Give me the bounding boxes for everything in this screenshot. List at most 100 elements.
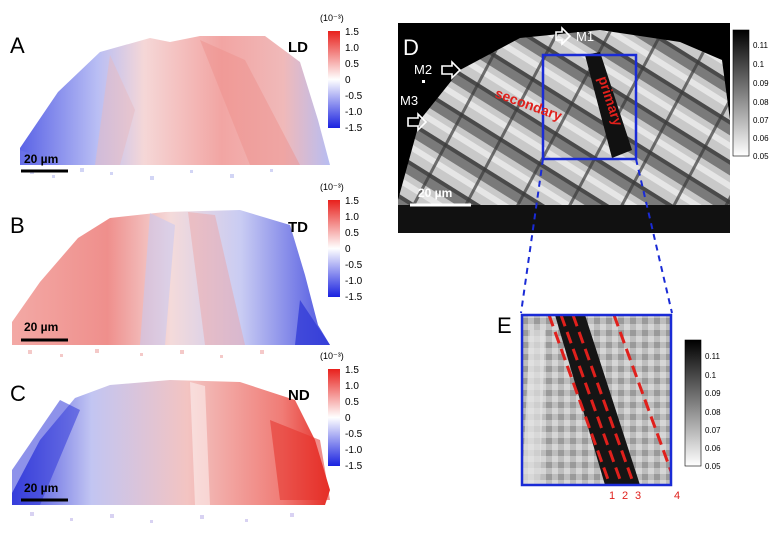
colorbar-gradient bbox=[328, 369, 340, 466]
map-texture bbox=[200, 40, 300, 165]
slip-line-3 bbox=[571, 315, 636, 485]
map-texture bbox=[95, 55, 135, 165]
colorbar-tick: -0.5 bbox=[345, 260, 363, 271]
colorbar-gradient bbox=[684, 339, 702, 467]
slip-line-2 bbox=[559, 315, 624, 485]
colorbar-gradient bbox=[328, 200, 340, 297]
colorbar-tick: 1.0 bbox=[345, 43, 359, 54]
colorbar-gradient bbox=[732, 29, 750, 157]
scale-bar-label-a: 20 µm bbox=[24, 152, 58, 166]
zoom-panel-frame bbox=[520, 313, 673, 487]
colorbar-tick: 1.0 bbox=[345, 212, 359, 223]
colorbar-tick: 1.5 bbox=[345, 365, 359, 376]
panel-d: D M1 M2 M3 secondary primary 20 µm bbox=[398, 23, 730, 233]
colorbar-tick: -1.0 bbox=[345, 445, 363, 456]
colorbar-tick: 1.0 bbox=[345, 381, 359, 392]
scale-bar-label-b: 20 µm bbox=[24, 320, 58, 334]
colorbar-tick: 1.5 bbox=[345, 196, 359, 207]
colorbar-tick: 0.09 bbox=[753, 79, 769, 88]
panel-b: B TD 20 µm bbox=[10, 210, 330, 358]
panel-letter-c: C bbox=[10, 381, 26, 406]
map-texture bbox=[140, 213, 175, 345]
map-texture bbox=[20, 150, 60, 165]
panel-label-td: TD bbox=[288, 219, 308, 236]
line-number: 3 bbox=[635, 490, 641, 502]
colorbar-tick: 0 bbox=[345, 244, 351, 255]
strain-map-ld bbox=[20, 36, 330, 165]
primary-band bbox=[585, 52, 632, 158]
colorbar-tick: 0.05 bbox=[705, 462, 721, 471]
strain-colorbar-c: (10⁻³) 1.5 1.0 0.5 0 -0.5 -1.0 -1.5 bbox=[320, 351, 363, 472]
map-texture bbox=[295, 300, 330, 345]
colorbar-unit: (10⁻³) bbox=[320, 182, 344, 192]
colorbar-gradient bbox=[328, 31, 340, 128]
slip-line-1 bbox=[547, 315, 612, 485]
marker-label: M2 bbox=[414, 62, 432, 77]
arrow-icon bbox=[555, 26, 572, 46]
colorbar-tick: 0.5 bbox=[345, 59, 359, 70]
colorbar-tick: -0.5 bbox=[345, 91, 363, 102]
colorbar-tick: 0.07 bbox=[705, 426, 721, 435]
colorbar-tick: -1.5 bbox=[345, 461, 363, 472]
strain-colorbar-b: (10⁻³) 1.5 1.0 0.5 0 -0.5 -1.0 -1.5 bbox=[320, 182, 363, 303]
colorbar-tick: 0.05 bbox=[753, 152, 769, 161]
map-texture bbox=[12, 400, 80, 505]
zoom-region-frame bbox=[541, 53, 638, 161]
colorbar-tick: 0.5 bbox=[345, 397, 359, 408]
colorbar-tick: 0.06 bbox=[753, 134, 769, 143]
marker-m2: M2 bbox=[414, 60, 462, 83]
zoom-connector-left bbox=[520, 158, 544, 314]
colorbar-tick: -0.5 bbox=[345, 429, 363, 440]
panel-letter-a: A bbox=[10, 33, 25, 58]
arrow-icon bbox=[441, 60, 462, 80]
arrow-icon bbox=[407, 112, 428, 132]
marker-m1: M1 bbox=[555, 26, 594, 46]
slip-line-4 bbox=[612, 315, 671, 476]
map-texture bbox=[270, 420, 330, 500]
marker-label: M3 bbox=[400, 93, 418, 108]
colorbar-tick: 0 bbox=[345, 413, 351, 424]
colorbar-unit: (10⁻³) bbox=[320, 13, 344, 23]
map-texture bbox=[398, 30, 730, 215]
strain-colorbar-a: (10⁻³) 1.5 1.0 0.5 0 -0.5 -1.0 -1.5 bbox=[320, 13, 363, 134]
marker-dot bbox=[422, 80, 425, 83]
panel-letter-d: D bbox=[403, 35, 419, 60]
map-texture bbox=[188, 212, 245, 345]
zoom-connector-right bbox=[635, 158, 673, 314]
map-speckle bbox=[30, 512, 294, 523]
strain-map-td bbox=[12, 210, 330, 345]
colorbar-tick: -1.5 bbox=[345, 292, 363, 303]
colorbar-tick: 0 bbox=[345, 75, 351, 86]
panel-label-nd: ND bbox=[288, 387, 310, 404]
scale-bar-label-d: 20 µm bbox=[418, 186, 452, 200]
colorbar-unit: (10⁻³) bbox=[320, 351, 344, 361]
line-number: 1 bbox=[609, 490, 615, 502]
map-d-bottom bbox=[398, 205, 730, 233]
colorbar-tick: 1.5 bbox=[345, 27, 359, 38]
panel-letter-b: B bbox=[10, 213, 25, 238]
marker-label: M1 bbox=[576, 29, 594, 44]
strain-map-nd bbox=[12, 380, 330, 505]
line-number: 2 bbox=[622, 490, 628, 502]
colorbar-tick: 0.08 bbox=[753, 98, 769, 107]
panel-e: E 1 2 3 4 bbox=[497, 313, 680, 502]
colorbar-tick: 0.1 bbox=[705, 371, 717, 380]
map-speckle bbox=[28, 349, 264, 358]
colorbar-tick: 0.11 bbox=[753, 41, 769, 50]
map-texture bbox=[522, 330, 545, 485]
map-texture bbox=[190, 382, 210, 505]
colorbar-tick: -1.0 bbox=[345, 276, 363, 287]
colorbar-tick: -1.0 bbox=[345, 107, 363, 118]
colorbar-tick: 0.06 bbox=[705, 444, 721, 453]
panel-label-ld: LD bbox=[288, 39, 308, 56]
colorbar-tick: -1.5 bbox=[345, 123, 363, 134]
panel-c: C ND 20 µm bbox=[10, 380, 330, 523]
colorbar-tick: 0.5 bbox=[345, 228, 359, 239]
line-number: 4 bbox=[674, 490, 680, 502]
panel-letter-e: E bbox=[497, 313, 512, 338]
gray-colorbar-e: 0.11 0.1 0.09 0.08 0.07 0.06 0.05 bbox=[684, 339, 721, 471]
colorbar-tick: 0.09 bbox=[705, 389, 721, 398]
marker-m3: M3 bbox=[400, 93, 428, 132]
panel-a: A LD 20 µm bbox=[10, 33, 330, 180]
